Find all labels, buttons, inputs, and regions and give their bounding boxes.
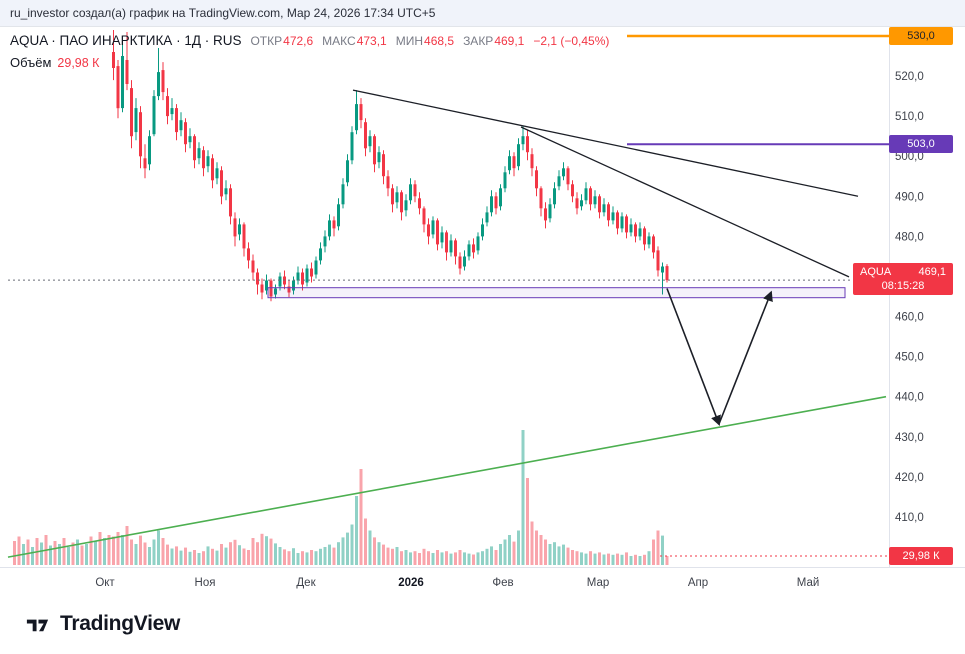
- legend-title[interactable]: AQUA · ПАО ИНАРКТИКА · 1Д · RUS: [10, 33, 242, 48]
- volume-value: 29,98 К: [57, 56, 100, 70]
- attribution-text: ru_investor создал(а) график на TradingV…: [10, 6, 436, 20]
- volume-badge: 29,98 К: [889, 547, 953, 565]
- open-value: 472,6: [283, 34, 314, 48]
- close-value: 469,1: [494, 34, 525, 48]
- svg-text:Дек: Дек: [296, 577, 316, 589]
- svg-text:Ноя: Ноя: [195, 577, 216, 589]
- high-pair: МАКС473,1: [322, 34, 387, 48]
- svg-text:490,0: 490,0: [895, 191, 924, 203]
- change-value: −2,1 (−0,45%): [533, 34, 610, 48]
- candles-layer: [112, 30, 669, 302]
- brand-text: TradingView: [60, 612, 181, 635]
- attribution-bar: ru_investor создал(а) график на TradingV…: [0, 0, 965, 27]
- close-pair: ЗАКР469,1: [463, 34, 524, 48]
- svg-text:Май: Май: [797, 577, 820, 589]
- low-value: 468,5: [424, 34, 455, 48]
- axis-separators: [0, 28, 965, 568]
- open-pair: ОТКР472,6: [250, 34, 313, 48]
- volume-label: Объём: [10, 55, 52, 70]
- svg-text:430,0: 430,0: [895, 432, 924, 444]
- svg-text:510,0: 510,0: [895, 111, 924, 123]
- last-badge-price: 469,1: [918, 266, 946, 279]
- open-label: ОТКР: [250, 34, 283, 48]
- svg-text:2026: 2026: [398, 577, 424, 589]
- high-value: 473,1: [356, 34, 387, 48]
- svg-text:Мар: Мар: [587, 577, 610, 589]
- orange-price-badge: 530,0: [889, 27, 953, 45]
- volume-legend: Объём 29,98 К: [10, 55, 99, 70]
- time-axis[interactable]: Окт Ноя Дек 2026 Фев Мар Апр Май: [95, 577, 819, 589]
- low-pair: МИН468,5: [396, 34, 454, 48]
- close-label: ЗАКР: [463, 34, 494, 48]
- svg-text:520,0: 520,0: [895, 71, 924, 83]
- symbol-legend[interactable]: AQUA · ПАО ИНАРКТИКА · 1Д · RUS ОТКР472,…: [10, 33, 609, 48]
- last-badge-countdown: 08:15:28: [881, 280, 925, 293]
- last-price-badge: AQUA 469,1 08:15:28: [853, 263, 953, 296]
- chart-area[interactable]: 520,0 510,0 500,0 490,0 480,0 460,0 450,0 440,0…: [0, 27, 965, 594]
- tradingview-logo-icon: [26, 619, 49, 631]
- price-axis[interactable]: 520,0 510,0 500,0 490,0 480,0 460,0 450,0 440,0…: [895, 71, 924, 524]
- svg-text:410,0: 410,0: [895, 512, 924, 524]
- svg-text:440,0: 440,0: [895, 392, 924, 404]
- volume-layer: [13, 430, 669, 565]
- tradingview-logo[interactable]: TradingView: [0, 594, 965, 654]
- chart-canvas[interactable]: 520,0 510,0 500,0 490,0 480,0 460,0 450,0 440,0…: [0, 28, 965, 594]
- svg-text:Фев: Фев: [492, 577, 513, 589]
- last-badge-symbol: AQUA: [860, 266, 892, 279]
- drawings-layer[interactable]: [7, 34, 889, 558]
- purple-price-badge: 503,0: [889, 135, 953, 154]
- high-label: МАКС: [322, 34, 356, 48]
- svg-text:460,0: 460,0: [895, 312, 924, 324]
- low-label: МИН: [395, 34, 424, 48]
- svg-text:500,0: 500,0: [895, 151, 924, 163]
- svg-text:Окт: Окт: [95, 577, 115, 589]
- svg-text:420,0: 420,0: [895, 472, 924, 484]
- svg-text:480,0: 480,0: [895, 231, 924, 243]
- svg-text:450,0: 450,0: [895, 352, 924, 364]
- svg-text:Апр: Апр: [688, 577, 708, 589]
